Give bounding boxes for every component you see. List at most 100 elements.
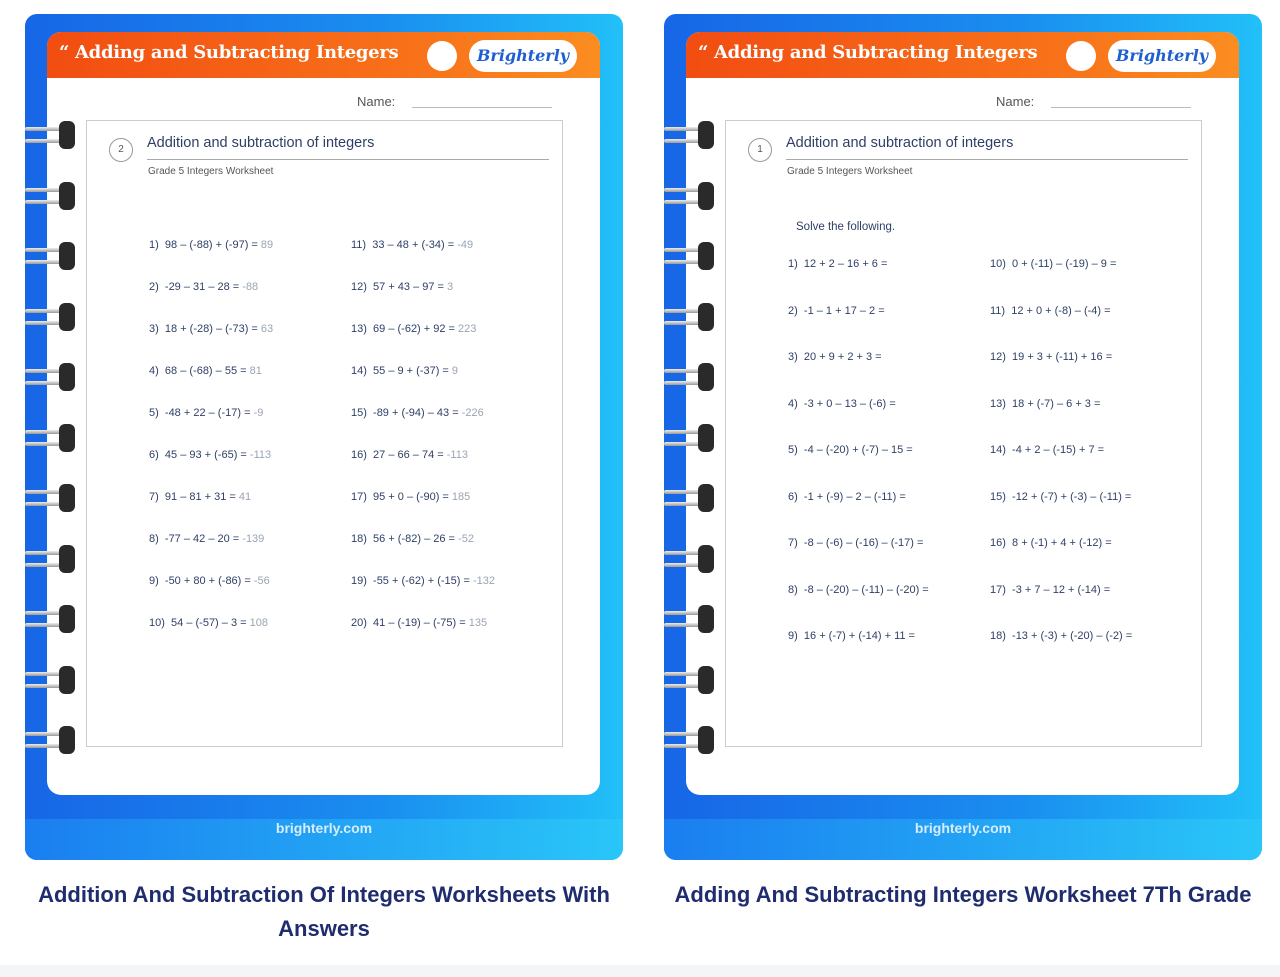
problem-answer: -52 [458, 533, 474, 545]
problem-expression: 33 – 48 + (-34) = [372, 239, 455, 251]
problem-item: 5) -4 – (-20) + (-7) – 15 = [788, 444, 913, 456]
problem-number: 12) [990, 351, 1006, 363]
problem-expression: 57 + 43 – 97 = [373, 281, 444, 293]
problem-expression: -55 + (-62) + (-15) = [373, 575, 470, 587]
problem-item: 4) -3 + 0 – 13 – (-6) = [788, 398, 896, 410]
problem-item: 15) -89 + (-94) – 43 = -226 [351, 407, 484, 419]
problem-answer: 41 [238, 491, 252, 503]
problem-number: 9) [149, 575, 159, 587]
spiral-ring [25, 726, 75, 754]
spiral-ring [664, 181, 714, 210]
problem-expression: 20 + 9 + 2 + 3 = [803, 351, 882, 363]
card-caption-link[interactable]: Addition And Subtraction Of Integers Wor… [38, 882, 610, 941]
problem-number: 8) [149, 533, 159, 545]
problem-number: 10) [990, 258, 1006, 270]
problem-item: 17) 95 + 0 – (-90) = 185 [351, 491, 470, 503]
title-divider [786, 159, 1188, 160]
problem-expression: 16 + (-7) + (-14) + 11 = [803, 630, 915, 642]
problem-item: 16) 8 + (-1) + 4 + (-12) = [990, 537, 1112, 549]
worksheet-title: Addition and subtraction of integers [147, 135, 375, 151]
problem-item: 2) -29 – 31 – 28 = -88 [149, 281, 258, 293]
worksheet-title: Addition and subtraction of integers [786, 135, 1014, 151]
problem-answer: -88 [242, 281, 259, 293]
spiral-ring [25, 121, 75, 149]
problem-item: 10) 54 – (-57) – 3 = 108 [149, 617, 268, 629]
problem-number: 6) [788, 490, 798, 503]
problem-number: 18) [351, 533, 367, 545]
problem-item: 5) -48 + 22 – (-17) = -9 [149, 407, 263, 419]
problem-expression: 19 + 3 + (-11) + 16 = [1012, 351, 1113, 363]
spiral-ring [25, 242, 75, 270]
problem-number: 3) [788, 351, 798, 363]
instruction: Solve the following. [796, 221, 896, 233]
problem-expression: -8 – (-20) – (-11) – (-20) = [803, 583, 929, 596]
circle-icon [1066, 41, 1096, 71]
problem-number: 13) [351, 323, 367, 335]
problem-number: 11) [990, 304, 1006, 317]
problem-number: 1) [149, 239, 159, 251]
worksheet-box: 2 Addition and subtraction of integers G… [86, 120, 563, 747]
worksheet-card[interactable]: “ Adding and Subtracting Integers Bright… [25, 14, 623, 860]
problem-number: 4) [149, 365, 159, 377]
problem-number: 1) [788, 258, 798, 270]
problem-expression: -89 + (-94) – 43 = [373, 407, 459, 419]
problem-expression: -1 – 1 + 17 – 2 = [803, 304, 885, 317]
problem-number: 19) [351, 575, 367, 587]
problem-answer: 9 [451, 365, 459, 377]
spiral-ring [664, 726, 714, 754]
name-line [412, 107, 552, 108]
problem-number: 8) [788, 583, 798, 596]
problem-expression: 12 + 0 + (-8) – (-4) = [1011, 304, 1111, 317]
worksheet-card[interactable]: “ Adding and Subtracting Integers Bright… [664, 14, 1262, 860]
problem-expression: 69 – (-62) + 92 = [373, 323, 455, 335]
problem-item: 7) 91 – 81 + 31 = 41 [149, 491, 251, 503]
problem-expression: 12 + 2 – 16 + 6 = [803, 258, 888, 270]
problem-expression: 56 + (-82) – 26 = [373, 533, 455, 545]
problem-number: 6) [149, 449, 159, 461]
problem-expression: 27 – 66 – 74 = [373, 449, 444, 461]
problem-expression: -3 + 7 – 12 + (-14) = [1012, 583, 1111, 596]
problem-number: 4) [788, 397, 798, 410]
problem-answer: -226 [461, 407, 484, 419]
problem-item: 18) 56 + (-82) – 26 = -52 [351, 533, 474, 545]
problem-answer: 185 [451, 491, 471, 503]
problem-number: 3) [149, 323, 159, 335]
problem-item: 13) 69 – (-62) + 92 = 223 [351, 323, 476, 335]
problem-expression: -29 – 31 – 28 = [164, 281, 240, 293]
problem-expression: -77 – 42 – 20 = [164, 533, 240, 545]
problem-item: 19) -55 + (-62) + (-15) = -132 [351, 575, 495, 587]
problem-answer: -132 [473, 575, 496, 587]
problem-item: 16) 27 – 66 – 74 = -113 [351, 449, 468, 461]
spiral-ring [664, 302, 714, 331]
worksheet-page: “ Adding and Subtracting Integers Bright… [47, 32, 600, 795]
spiral-ring [664, 423, 714, 452]
problem-item: 2) -1 – 1 + 17 – 2 = [788, 305, 885, 317]
problem-item: 1) 98 – (-88) + (-97) = 89 [149, 239, 273, 251]
problem-number: 2) [149, 281, 159, 293]
problem-item: 3) 18 + (-28) – (-73) = 63 [149, 323, 273, 335]
spiral-ring [25, 363, 75, 391]
problem-answer: -9 [253, 407, 264, 419]
problem-item: 9) 16 + (-7) + (-14) + 11 = [788, 630, 915, 642]
problem-number: 11) [351, 239, 367, 251]
spiral-ring [25, 484, 75, 512]
worksheet-number: 2 [109, 138, 133, 162]
problem-item: 11) 33 – 48 + (-34) = -49 [351, 239, 473, 251]
card-caption-link[interactable]: Adding And Subtracting Integers Workshee… [674, 882, 1252, 907]
problem-number: 9) [788, 630, 798, 642]
worksheet-box: 1 Addition and subtraction of integers G… [725, 120, 1202, 747]
problem-expression: -8 – (-6) – (-16) – (-17) = [803, 537, 924, 549]
problem-expression: 91 – 81 + 31 = [164, 491, 236, 503]
problem-answer: -113 [446, 449, 468, 461]
worksheet-subtitle: Grade 5 Integers Worksheet [787, 166, 913, 177]
problem-answer: -56 [253, 575, 270, 587]
worksheet-page: “ Adding and Subtracting Integers Bright… [686, 32, 1239, 795]
problem-number: 2) [788, 304, 798, 317]
problem-expression: 98 – (-88) + (-97) = [164, 239, 258, 251]
problem-number: 17) [990, 583, 1006, 596]
problem-item: 6) -1 + (-9) – 2 – (-11) = [788, 491, 906, 503]
problem-item: 6) 45 – 93 + (-65) = -113 [149, 449, 271, 461]
problem-number: 7) [788, 537, 798, 549]
problem-item: 8) -8 – (-20) – (-11) – (-20) = [788, 584, 929, 596]
problem-answer: 63 [260, 323, 274, 335]
